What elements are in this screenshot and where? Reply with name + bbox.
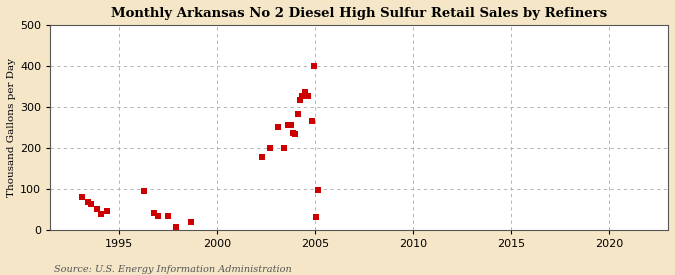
- Point: [170, 224, 181, 229]
- Point: [308, 64, 319, 68]
- Point: [310, 214, 321, 219]
- Point: [288, 131, 299, 135]
- Point: [290, 131, 301, 136]
- Point: [139, 189, 150, 193]
- Point: [86, 202, 97, 206]
- Point: [148, 211, 159, 216]
- Point: [273, 125, 284, 129]
- Point: [153, 214, 163, 218]
- Point: [300, 90, 310, 95]
- Title: Monthly Arkansas No 2 Diesel High Sulfur Retail Sales by Refiners: Monthly Arkansas No 2 Diesel High Sulfur…: [111, 7, 608, 20]
- Point: [92, 206, 103, 211]
- Point: [186, 220, 197, 225]
- Point: [96, 212, 107, 216]
- Point: [313, 188, 323, 192]
- Point: [278, 146, 289, 150]
- Point: [295, 98, 306, 102]
- Point: [306, 119, 317, 123]
- Point: [293, 112, 304, 117]
- Point: [282, 123, 293, 128]
- Text: Source: U.S. Energy Information Administration: Source: U.S. Energy Information Administ…: [54, 265, 292, 274]
- Point: [163, 214, 173, 218]
- Y-axis label: Thousand Gallons per Day: Thousand Gallons per Day: [7, 58, 16, 197]
- Point: [265, 146, 275, 150]
- Point: [82, 200, 93, 204]
- Point: [256, 155, 267, 159]
- Point: [303, 94, 314, 98]
- Point: [102, 209, 113, 214]
- Point: [286, 123, 297, 128]
- Point: [76, 195, 87, 199]
- Point: [297, 94, 308, 98]
